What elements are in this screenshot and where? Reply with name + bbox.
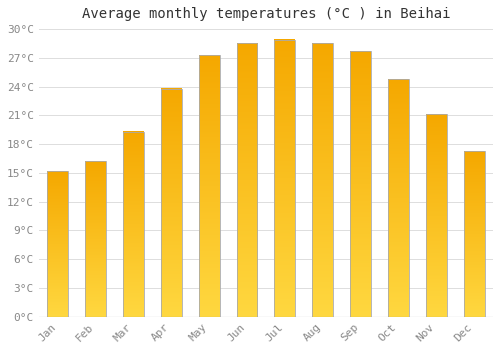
Bar xyxy=(312,43,333,317)
Bar xyxy=(236,43,258,317)
Title: Average monthly temperatures (°C ) in Beihai: Average monthly temperatures (°C ) in Be… xyxy=(82,7,450,21)
Bar xyxy=(48,171,68,317)
Bar xyxy=(161,89,182,317)
Bar xyxy=(464,151,484,317)
Bar xyxy=(274,40,295,317)
Bar xyxy=(426,114,446,317)
Bar xyxy=(350,51,371,317)
Bar xyxy=(85,161,106,317)
Bar xyxy=(388,79,409,317)
Bar xyxy=(198,55,220,317)
Bar xyxy=(123,132,144,317)
